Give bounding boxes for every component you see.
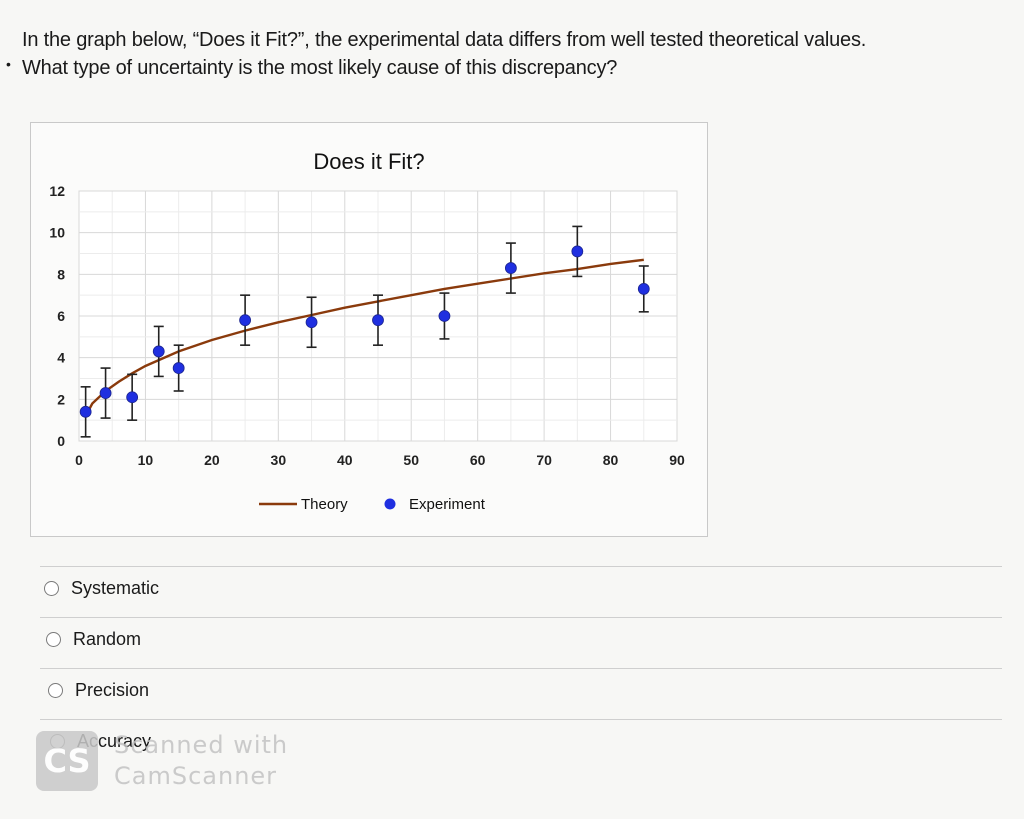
camscanner-watermark: CS Scanned with CamScanner — [36, 730, 288, 792]
y-tick-label: 2 — [57, 391, 65, 407]
experiment-point — [305, 316, 318, 329]
x-tick-label: 20 — [204, 452, 220, 468]
x-tick-label: 80 — [603, 452, 619, 468]
watermark-line-1: Scanned with — [114, 731, 289, 759]
y-tick-label: 10 — [49, 225, 65, 241]
divider — [40, 668, 1002, 669]
camscanner-logo: CS — [36, 731, 98, 791]
chart: 0 10 20 30 40 50 60 70 80 90 0 2 4 6 8 10 12 Does it Fit?… — [49, 149, 685, 513]
divider — [40, 617, 1002, 618]
experiment-point — [504, 262, 517, 274]
experiment-point — [99, 387, 112, 399]
experiment-point — [637, 283, 650, 295]
radio-button[interactable] — [44, 581, 59, 596]
watermark-line-2: CamScanner — [114, 762, 278, 790]
x-tick-label: 90 — [669, 452, 685, 468]
experiment-point — [152, 345, 165, 358]
question-line-1: In the graph below, “Does it Fit?”, the … — [22, 29, 867, 51]
experiment-point — [79, 405, 92, 418]
option-label: Precision — [75, 680, 150, 700]
experiment-point — [239, 314, 252, 327]
experiment-point — [438, 310, 451, 322]
option-precision[interactable]: Precision — [48, 680, 149, 701]
question-text: • In the graph below, “Does it Fit?”, th… — [6, 26, 1012, 82]
y-tick-label: 4 — [57, 350, 65, 366]
legend-theory-label: Theory — [301, 496, 348, 513]
x-tick-label: 40 — [337, 452, 353, 468]
experiment-point — [172, 362, 185, 374]
chart-frame: 0 10 20 30 40 50 60 70 80 90 0 2 4 6 8 10 12 Does it Fit?… — [30, 122, 708, 537]
x-tick-label: 30 — [271, 452, 287, 468]
experiment-point — [126, 391, 139, 404]
x-tick-label: 60 — [470, 452, 486, 468]
radio-button[interactable] — [48, 683, 63, 698]
y-tick-label: 6 — [57, 308, 65, 324]
experiment-point — [571, 245, 584, 258]
legend-experiment-swatch — [384, 498, 396, 510]
chart-title: Does it Fit? — [313, 149, 424, 174]
y-tick-label: 12 — [49, 183, 65, 199]
x-tick-label: 50 — [403, 452, 419, 468]
x-tick-label: 10 — [138, 452, 154, 468]
y-tick-label: 0 — [57, 433, 65, 449]
divider — [40, 719, 1002, 720]
option-random[interactable]: Random — [46, 629, 141, 650]
experiment-point — [372, 314, 384, 327]
option-label: Random — [73, 629, 142, 649]
legend-experiment-label: Experiment — [409, 496, 486, 513]
bullet-dot: • — [6, 56, 11, 72]
option-label: Systematic — [71, 578, 160, 598]
x-tick-label: 70 — [536, 452, 552, 468]
divider — [40, 566, 1002, 567]
y-tick-label: 8 — [57, 266, 65, 282]
option-systematic[interactable]: Systematic — [44, 578, 159, 599]
question-line-2: What type of uncertainty is the most lik… — [22, 57, 618, 79]
x-tick-label: 0 — [75, 452, 83, 468]
radio-button[interactable] — [46, 632, 61, 647]
